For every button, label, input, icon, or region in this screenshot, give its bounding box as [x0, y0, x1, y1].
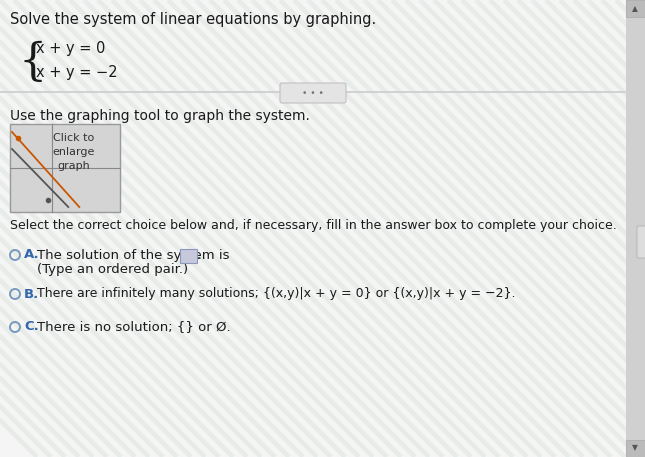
- FancyBboxPatch shape: [10, 124, 120, 212]
- Text: C.: C.: [24, 320, 39, 334]
- Text: A.: A.: [24, 249, 39, 261]
- Text: .: .: [197, 249, 201, 261]
- Text: There are infinitely many solutions; {(x,y)|x + y = 0} or {(x,y)|x + y = −2}.: There are infinitely many solutions; {(x…: [37, 287, 515, 301]
- Text: There is no solution; {} or Ø.: There is no solution; {} or Ø.: [37, 320, 231, 334]
- FancyBboxPatch shape: [637, 226, 645, 258]
- Text: x + y = −2: x + y = −2: [36, 64, 117, 80]
- FancyBboxPatch shape: [280, 83, 346, 103]
- Text: B.: B.: [24, 287, 39, 301]
- Text: ▼: ▼: [632, 443, 638, 452]
- Text: (Type an ordered pair.): (Type an ordered pair.): [37, 264, 188, 276]
- Text: • • •: • • •: [302, 89, 324, 97]
- FancyBboxPatch shape: [626, 0, 645, 17]
- FancyBboxPatch shape: [626, 440, 645, 457]
- FancyBboxPatch shape: [626, 0, 645, 457]
- Text: ▲: ▲: [632, 5, 638, 14]
- Text: x + y = 0: x + y = 0: [36, 42, 105, 57]
- Text: Click to
enlarge
graph: Click to enlarge graph: [53, 133, 95, 171]
- Text: Solve the system of linear equations by graphing.: Solve the system of linear equations by …: [10, 12, 376, 27]
- Text: Select the correct choice below and, if necessary, fill in the answer box to com: Select the correct choice below and, if …: [10, 219, 617, 232]
- Text: Use the graphing tool to graph the system.: Use the graphing tool to graph the syste…: [10, 109, 310, 123]
- FancyBboxPatch shape: [179, 249, 197, 262]
- Text: The solution of the system is: The solution of the system is: [37, 249, 230, 261]
- Text: {: {: [18, 40, 46, 84]
